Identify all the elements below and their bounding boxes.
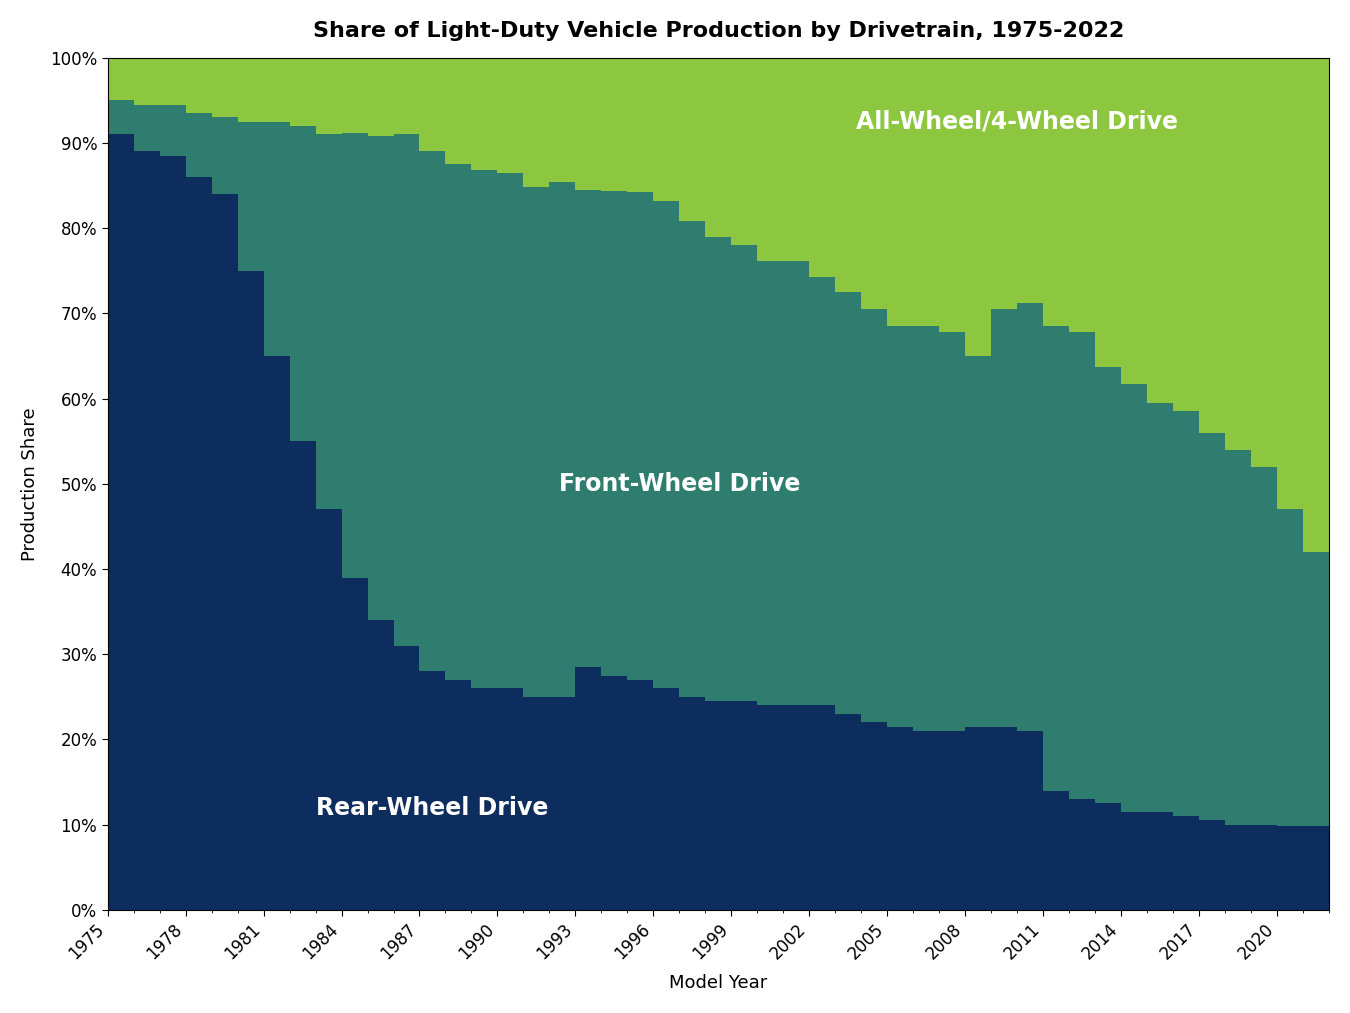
- Y-axis label: Production Share: Production Share: [20, 407, 39, 560]
- Title: Share of Light-Duty Vehicle Production by Drivetrain, 1975-2022: Share of Light-Duty Vehicle Production b…: [313, 21, 1125, 41]
- Text: Rear-Wheel Drive: Rear-Wheel Drive: [316, 795, 548, 820]
- X-axis label: Model Year: Model Year: [670, 975, 768, 992]
- Text: All-Wheel/4-Wheel Drive: All-Wheel/4-Wheel Drive: [856, 109, 1179, 134]
- Text: Front-Wheel Drive: Front-Wheel Drive: [559, 472, 801, 495]
